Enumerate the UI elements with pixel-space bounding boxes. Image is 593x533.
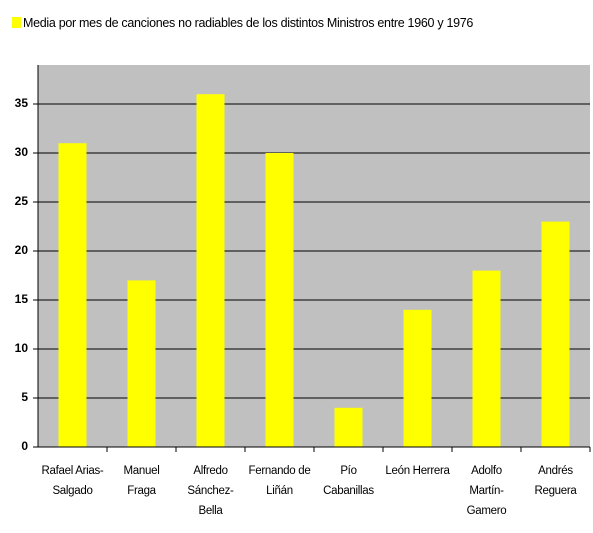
y-tick-label: 20 [15, 243, 29, 257]
bar [541, 221, 570, 447]
x-tick-label: Alfredo Sánchez-Bella [187, 465, 234, 517]
legend-swatch [12, 17, 21, 28]
bar [196, 94, 225, 447]
x-tick-label: Manuel Fraga [124, 465, 160, 497]
y-tick-label: 5 [21, 390, 28, 404]
x-tick-label: Pío Cabanillas [323, 465, 374, 497]
x-tick-label: León Herrera [385, 465, 450, 477]
x-tick-label: Rafael Arias-Salgado [42, 465, 104, 497]
bar [472, 270, 501, 447]
y-tick-label: 10 [15, 341, 29, 355]
bar [403, 309, 432, 447]
y-tick-label: 35 [15, 96, 29, 110]
x-tick-label: Fernando de Liñán [249, 465, 311, 497]
bar [127, 280, 156, 447]
y-tick-label: 25 [15, 194, 29, 208]
plot-area [38, 65, 590, 447]
x-tick-label: Adolfo Martín-Gamero [467, 465, 507, 517]
x-tick-label: Andrés Reguera [534, 465, 577, 497]
y-tick-label: 0 [21, 439, 28, 453]
legend-label: Media por mes de canciones no radiables … [23, 16, 473, 30]
bar [265, 153, 294, 447]
bar [58, 143, 87, 447]
y-tick-label: 15 [15, 292, 29, 306]
y-tick-label: 30 [15, 145, 29, 159]
bar [334, 407, 363, 447]
